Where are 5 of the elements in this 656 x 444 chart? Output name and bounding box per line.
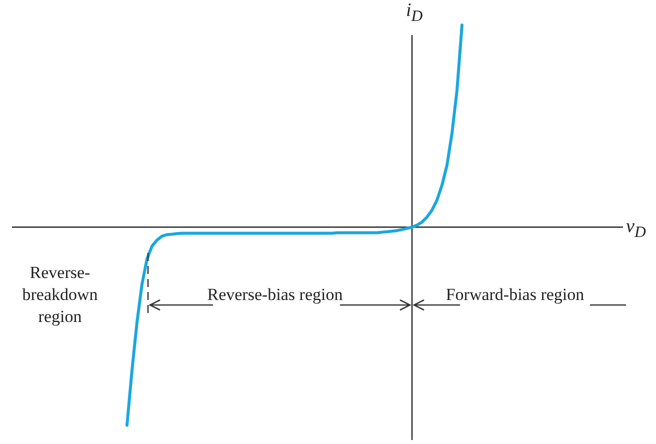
y-axis-title: i$_{D}$ — [406, 0, 423, 26]
annotation: Reverse-bias region — [206, 284, 344, 306]
text: Reverse-breakdown region — [21, 262, 99, 328]
annotation: Forward-bias region — [444, 284, 586, 306]
text: v$_{D}$ — [626, 216, 647, 243]
